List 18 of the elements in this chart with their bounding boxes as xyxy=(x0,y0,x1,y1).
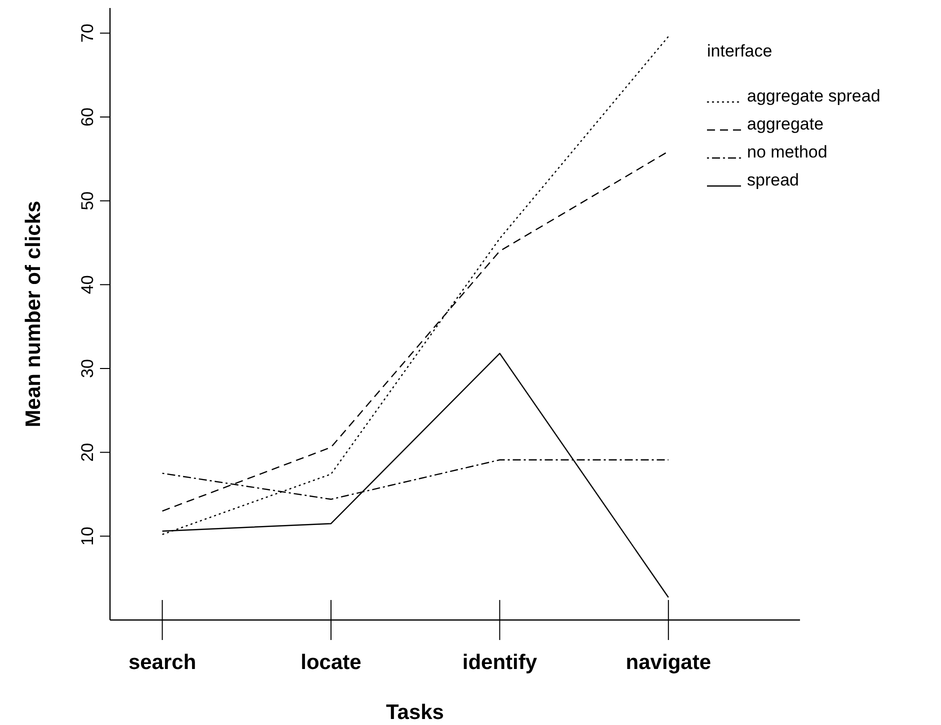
y-tick-label: 20 xyxy=(78,442,97,462)
y-tick-label: 40 xyxy=(78,275,97,294)
legend-label: aggregate spread xyxy=(747,86,880,106)
x-axis-title: Tasks xyxy=(386,701,444,724)
y-axis-title: Mean number of clicks xyxy=(22,200,45,428)
legend-label: spread xyxy=(747,170,799,190)
legend-label: no method xyxy=(747,142,828,162)
x-tick-label: locate xyxy=(300,651,362,674)
x-tick-label: identify xyxy=(462,651,538,674)
y-tick-label: 60 xyxy=(78,108,97,126)
x-tick-label: search xyxy=(128,651,196,674)
y-tick-label: 10 xyxy=(78,526,97,546)
y-tick-label: 50 xyxy=(78,191,97,210)
y-tick-label: 30 xyxy=(78,359,97,378)
y-tick-label: 70 xyxy=(78,24,97,43)
legend-title: interface xyxy=(707,41,772,60)
x-tick-label: navigate xyxy=(626,651,712,674)
legend-label: aggregate xyxy=(747,114,824,134)
